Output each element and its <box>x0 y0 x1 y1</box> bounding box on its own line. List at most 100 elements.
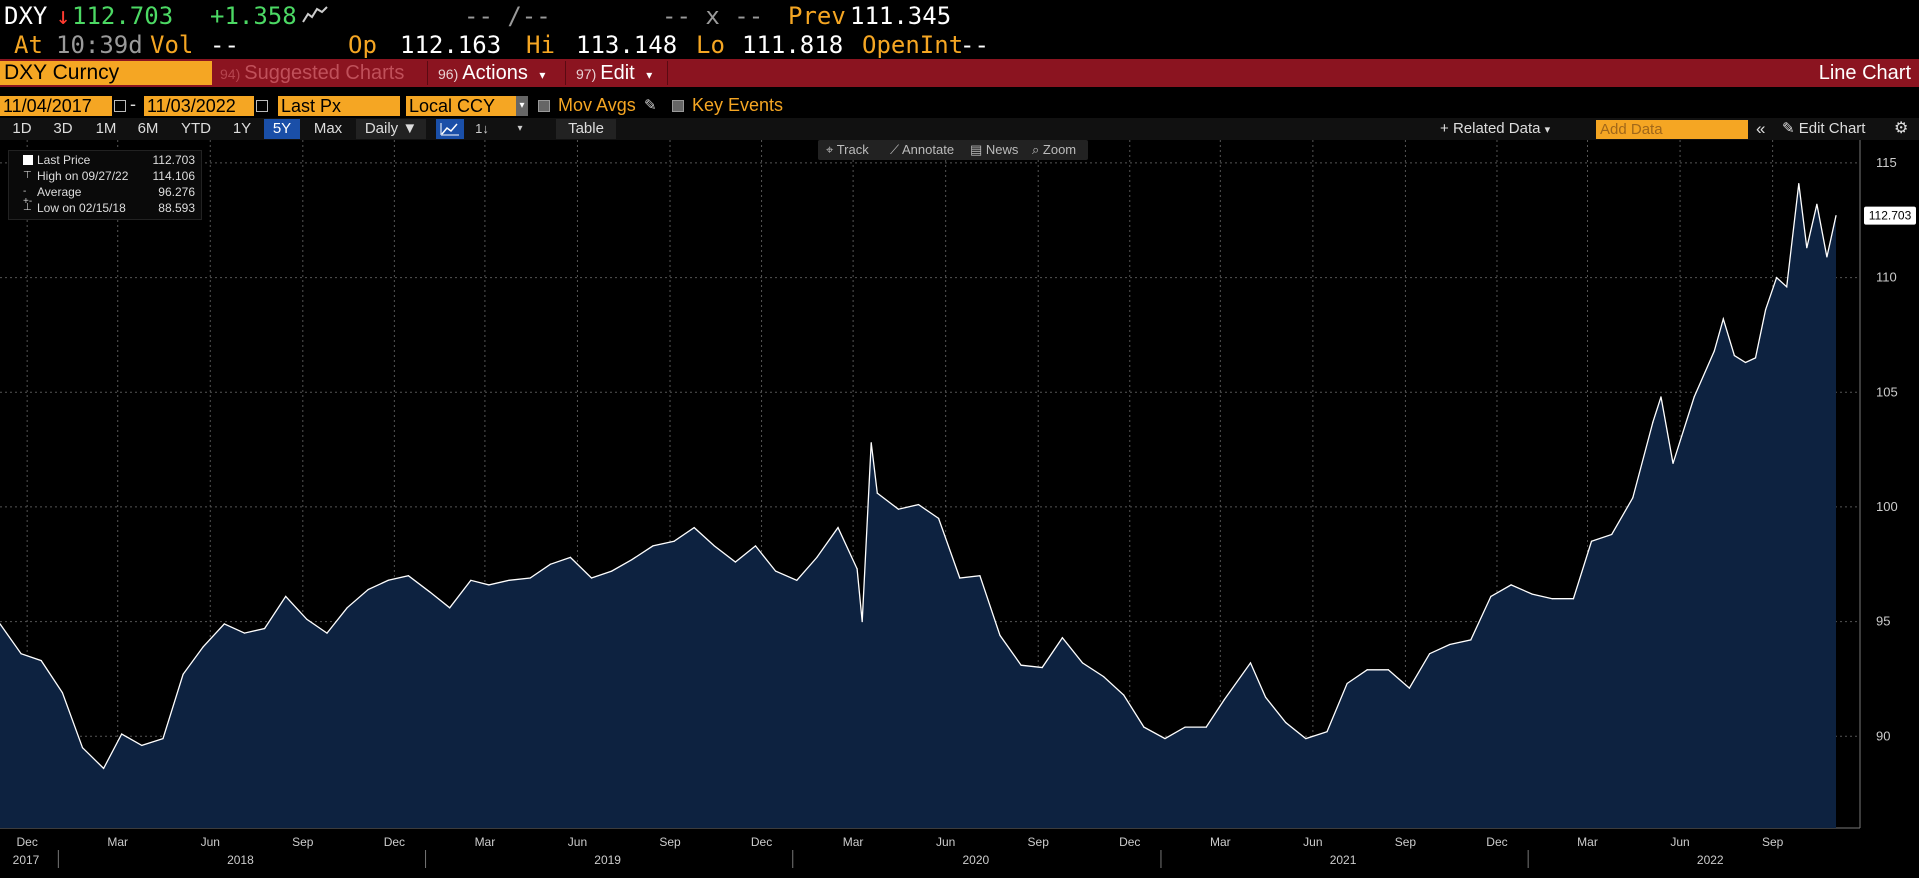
price-chart[interactable]: 90 95 100 105 110 115 Dec Mar Jun Sep Dec Mar Jun Sep… <box>0 140 1919 873</box>
related-data-dropdown-icon: ▾ <box>1544 124 1551 136</box>
price-point <box>1611 533 1613 536</box>
edit-num: 97) <box>576 66 597 82</box>
mov-avgs-checkbox[interactable] <box>538 100 550 112</box>
price-point <box>816 556 818 558</box>
timeframe-button-active[interactable]: 5Y <box>264 119 300 139</box>
price-point <box>488 584 490 586</box>
price-point <box>1531 593 1533 595</box>
collapse-icon[interactable]: « <box>1756 119 1766 138</box>
timeframe-button[interactable]: YTD <box>181 120 211 137</box>
price-point <box>1041 666 1043 669</box>
pencil-icon[interactable]: ✎ <box>644 97 657 114</box>
vol-label: Vol <box>150 31 194 59</box>
timeframe-button[interactable]: 1D <box>12 120 32 137</box>
x-month-label: Jun <box>936 835 955 849</box>
timeframe-button[interactable]: 6M <box>137 120 159 137</box>
x-month-label: Jun <box>201 835 220 849</box>
legend-name: Low on 02/15/18 <box>37 201 126 215</box>
x-month-label: Dec <box>1119 835 1140 849</box>
line-chart-icon[interactable] <box>436 119 464 139</box>
actions-dropdown-icon: ▾ <box>539 68 546 82</box>
x-month-label: Jun <box>1303 835 1322 849</box>
open-label: Op <box>348 31 377 59</box>
price-point <box>1835 215 1837 217</box>
actions-num: 96) <box>438 66 459 82</box>
price-point <box>1366 669 1368 671</box>
bar-chart-icon[interactable]: 1↓ <box>475 121 489 136</box>
price-point <box>223 623 225 625</box>
last-price: 112.703 <box>72 2 174 30</box>
timeframe-button[interactable]: Max <box>313 120 343 137</box>
price-point <box>367 588 369 591</box>
legend-value: 114.106 <box>152 169 196 183</box>
last-value-tag <box>1864 206 1916 225</box>
legend-name: Last Price <box>37 153 91 167</box>
news-label: News <box>985 142 1019 157</box>
edit-menu-button[interactable]: 97) Edit ▾ <box>570 61 668 85</box>
x-month-label: Sep <box>1028 835 1050 849</box>
frequency-select[interactable]: Daily ▼ <box>356 119 426 139</box>
at-label: At <box>14 31 43 59</box>
y-tick-label: 110 <box>1876 270 1897 285</box>
price-point <box>590 577 593 579</box>
price-point <box>1428 653 1431 655</box>
x-month-label: Sep <box>659 835 681 849</box>
price-point <box>1205 726 1207 728</box>
legend-row-low: ⊥ Low on 02/15/18 88.593 <box>9 201 201 216</box>
x-month-label: Dec <box>16 835 37 849</box>
settings-gear-icon[interactable]: ⚙ <box>1894 120 1909 137</box>
average-marker-icon: -+- <box>23 186 33 207</box>
price-point <box>856 568 858 570</box>
x-month-label: Mar <box>107 835 128 849</box>
track-tool[interactable]: ⌖ Track <box>826 142 869 157</box>
high-marker-icon: ⊤ <box>23 170 32 181</box>
news-tool[interactable]: ▤ News <box>970 142 1019 157</box>
annotate-label: Annotate <box>902 142 955 157</box>
start-calendar-icon[interactable] <box>114 100 126 112</box>
price-point <box>1713 350 1715 352</box>
currency-select[interactable]: Local CCY <box>406 96 516 116</box>
end-calendar-icon[interactable] <box>256 100 268 112</box>
price-point <box>861 621 863 623</box>
table-button[interactable]: Table <box>556 119 616 139</box>
price-point <box>979 575 981 577</box>
volume: -- <box>210 31 239 59</box>
price-point <box>999 634 1001 636</box>
timeframe-button[interactable]: 1M <box>95 120 117 137</box>
timeframe-button[interactable]: 3D <box>53 120 73 137</box>
high-label: Hi <box>526 31 555 59</box>
currency-dropdown-icon[interactable]: ▾ <box>516 96 528 116</box>
x-month-label: Sep <box>1762 835 1784 849</box>
price-point <box>1449 643 1451 646</box>
end-date-input[interactable]: 11/03/2022 <box>144 96 254 116</box>
frequency-label: Daily <box>364 120 399 137</box>
actions-label: Actions <box>462 62 528 84</box>
field-select[interactable]: Last Px <box>278 96 400 116</box>
actions-menu-button[interactable]: 96) Actions ▾ <box>432 61 566 85</box>
ticker-symbol: DXY <box>4 2 48 30</box>
plus-icon: + <box>1440 120 1449 137</box>
chart-style-dropdown-icon[interactable]: ▾ <box>517 123 523 134</box>
timeframe-button[interactable]: 1Y <box>232 120 252 137</box>
price-point <box>1470 639 1472 641</box>
price-point <box>959 577 961 579</box>
chart-svg: 90 95 100 105 110 115 Dec Mar Jun Sep Dec Mar Jun Sep… <box>0 140 1916 868</box>
start-date-input[interactable]: 11/04/2017 <box>0 96 112 116</box>
prev-close: 111.345 <box>850 2 952 30</box>
security-input[interactable]: DXY Curncy <box>0 61 212 85</box>
related-data-button[interactable]: + Related Data ▾ <box>1440 119 1550 139</box>
price-point <box>1061 637 1063 639</box>
edit-chart-button[interactable]: ✎ Edit Chart <box>1782 119 1865 139</box>
legend-name: High on 09/27/22 <box>37 169 129 183</box>
suggested-charts-button[interactable]: 94) Suggested Charts <box>214 61 428 85</box>
price-point <box>162 737 164 740</box>
add-data-input[interactable]: Add Data <box>1596 120 1748 139</box>
annotate-tool[interactable]: ⟋ Annotate <box>890 142 955 157</box>
key-events-checkbox[interactable] <box>672 100 684 112</box>
x-month-label: Dec <box>751 835 772 849</box>
track-label: Track <box>836 142 869 157</box>
price-point <box>1223 698 1225 701</box>
zoom-tool[interactable]: ⌕ Zoom <box>1032 142 1077 157</box>
price-point <box>326 632 328 634</box>
edit-chart-label: Edit Chart <box>1798 120 1866 137</box>
